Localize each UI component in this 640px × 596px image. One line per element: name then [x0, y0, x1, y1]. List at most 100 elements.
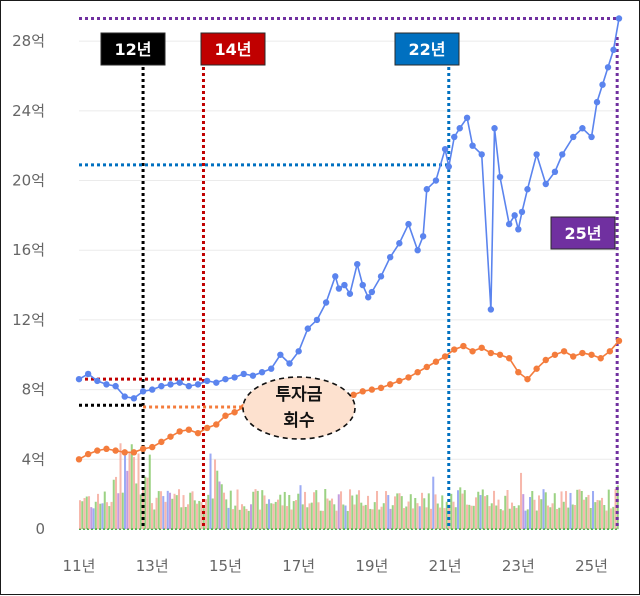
data-point	[84, 370, 92, 378]
y-axis-ticks: 0 4억 8억 12억 16억 20억 24억 28억	[12, 32, 45, 538]
data-point	[542, 356, 549, 364]
data-point	[533, 151, 540, 158]
data-point	[515, 368, 522, 376]
data-point	[610, 46, 617, 54]
volume-bar	[466, 504, 469, 529]
volume-bar	[223, 492, 226, 529]
volume-bar	[139, 494, 142, 529]
volume-bar	[493, 490, 496, 529]
volume-bar	[463, 490, 466, 529]
volume-bar	[92, 508, 95, 529]
volume-bar	[569, 492, 572, 529]
volume-bar	[484, 496, 487, 529]
data-point	[560, 348, 568, 355]
volume-bar	[227, 507, 230, 529]
volume-bar	[211, 498, 214, 529]
data-point	[130, 449, 138, 456]
data-point	[304, 325, 312, 332]
volume-bar	[254, 489, 257, 529]
volume-bar	[583, 499, 586, 529]
volume-bar	[607, 489, 610, 529]
data-point	[579, 349, 586, 357]
data-point	[419, 233, 427, 240]
data-point	[354, 260, 361, 268]
volume-bar	[268, 499, 271, 529]
data-point	[94, 447, 101, 454]
data-point	[432, 177, 440, 184]
data-point	[359, 388, 366, 395]
year-label-text: 12년	[115, 40, 152, 59]
volume-bar	[490, 503, 493, 529]
volume-bars	[79, 443, 619, 529]
volume-bar	[175, 495, 178, 529]
data-point	[386, 381, 394, 388]
volume-bar	[502, 510, 505, 529]
volume-bar	[508, 508, 511, 529]
volume-bar	[326, 498, 329, 529]
volume-bar	[610, 508, 613, 529]
volume-bar	[567, 507, 570, 529]
volume-bar	[146, 477, 149, 529]
data-point	[570, 353, 577, 360]
volume-bar	[504, 495, 507, 529]
volume-bar	[439, 507, 442, 529]
volume-bar	[299, 485, 302, 529]
data-point	[377, 273, 385, 280]
volume-bar	[414, 497, 417, 529]
volume-bar	[488, 506, 491, 529]
volume-bar	[553, 493, 556, 529]
x-tick-label: 25년	[575, 557, 608, 575]
data-point	[606, 348, 614, 355]
volume-bar	[335, 510, 338, 529]
volume-bar	[353, 504, 356, 529]
volume-bar	[481, 489, 484, 529]
volume-bar	[434, 494, 437, 529]
data-point	[469, 348, 476, 355]
volume-bar	[355, 494, 358, 529]
volume-bar	[155, 497, 158, 529]
volume-bar	[412, 508, 415, 529]
volume-bar	[387, 495, 390, 529]
data-point	[75, 375, 83, 383]
volume-bar	[166, 490, 169, 529]
volume-bar	[274, 501, 277, 529]
volume-bar	[565, 491, 568, 529]
x-axis-ticks: 11년 13년 15년 17년 19년 21년 23년 25년	[63, 557, 608, 575]
volume-bar	[421, 492, 424, 529]
x-tick-label: 11년	[63, 557, 96, 575]
data-point	[414, 368, 421, 376]
volume-bar	[106, 502, 109, 529]
data-point	[268, 365, 275, 372]
volume-bar	[479, 495, 482, 529]
volume-bar	[88, 496, 91, 529]
volume-bar	[457, 490, 460, 529]
volume-bar	[389, 508, 392, 529]
data-point	[185, 426, 193, 433]
volume-bar	[547, 505, 550, 529]
volume-bar	[468, 504, 471, 529]
volume-bar	[427, 493, 430, 529]
volume-bar	[90, 507, 93, 529]
volume-bar	[279, 494, 282, 529]
volume-bar	[351, 495, 354, 529]
data-point	[496, 351, 504, 358]
volume-bar	[83, 498, 86, 529]
data-point	[604, 64, 612, 71]
data-point	[518, 208, 526, 216]
volume-bar	[472, 505, 475, 529]
data-point	[478, 344, 485, 351]
volume-bar	[517, 505, 520, 529]
volume-bar	[133, 457, 136, 529]
data-point	[194, 381, 202, 388]
data-point	[599, 81, 606, 88]
y-tick-label: 20억	[12, 172, 45, 190]
volume-bar	[452, 501, 455, 529]
volume-bar	[344, 505, 347, 529]
x-tick-label: 19년	[355, 557, 388, 575]
data-point	[524, 186, 531, 193]
data-point	[615, 15, 623, 22]
volume-bar	[594, 502, 597, 529]
y-tick-label: 16억	[12, 241, 45, 259]
volume-bar	[369, 508, 372, 529]
volume-bar	[173, 493, 176, 529]
